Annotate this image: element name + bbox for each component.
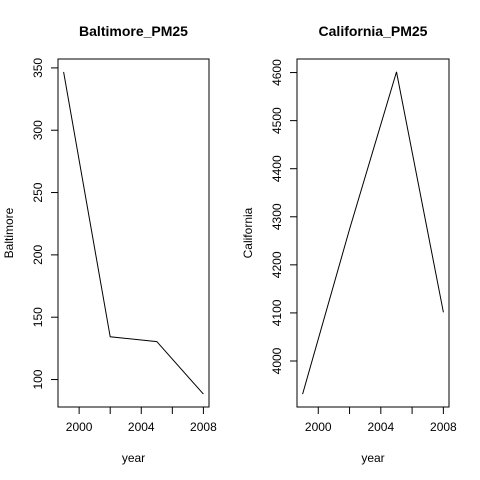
y-tick-label: 4500: [270, 107, 284, 134]
x-tick-label: 2000: [305, 420, 332, 434]
y-axis-title: Baltimore: [2, 207, 16, 258]
y-tick-label: 250: [31, 182, 45, 202]
y-tick-label: 100: [31, 369, 45, 389]
x-tick-label: 2004: [128, 420, 155, 434]
y-tick-label: 4400: [270, 155, 284, 182]
y-tick-label: 150: [31, 307, 45, 327]
y-tick-label: 200: [31, 245, 45, 265]
x-tick-label: 2004: [367, 420, 394, 434]
y-tick-label: 300: [31, 120, 45, 140]
series-line: [302, 71, 444, 395]
series-line: [63, 71, 204, 395]
y-tick-label: 4000: [270, 347, 284, 374]
y-tick-label: 350: [31, 58, 45, 78]
y-tick-label: 4100: [270, 299, 284, 326]
y-tick-label: 4600: [270, 59, 284, 86]
chart-title: California_PM25: [319, 23, 428, 39]
y-tick-label: 4200: [270, 251, 284, 278]
plot-frame: [57, 58, 210, 408]
x-tick-label: 2000: [66, 420, 93, 434]
x-axis-title: year: [122, 451, 145, 465]
plot-frame: [296, 58, 450, 408]
x-axis-title: year: [361, 451, 384, 465]
y-axis-title: California: [241, 207, 255, 258]
y-tick-label: 4300: [270, 203, 284, 230]
chart-title: Baltimore_PM25: [79, 23, 188, 39]
x-tick-label: 2008: [430, 420, 457, 434]
x-tick-label: 2008: [190, 420, 217, 434]
